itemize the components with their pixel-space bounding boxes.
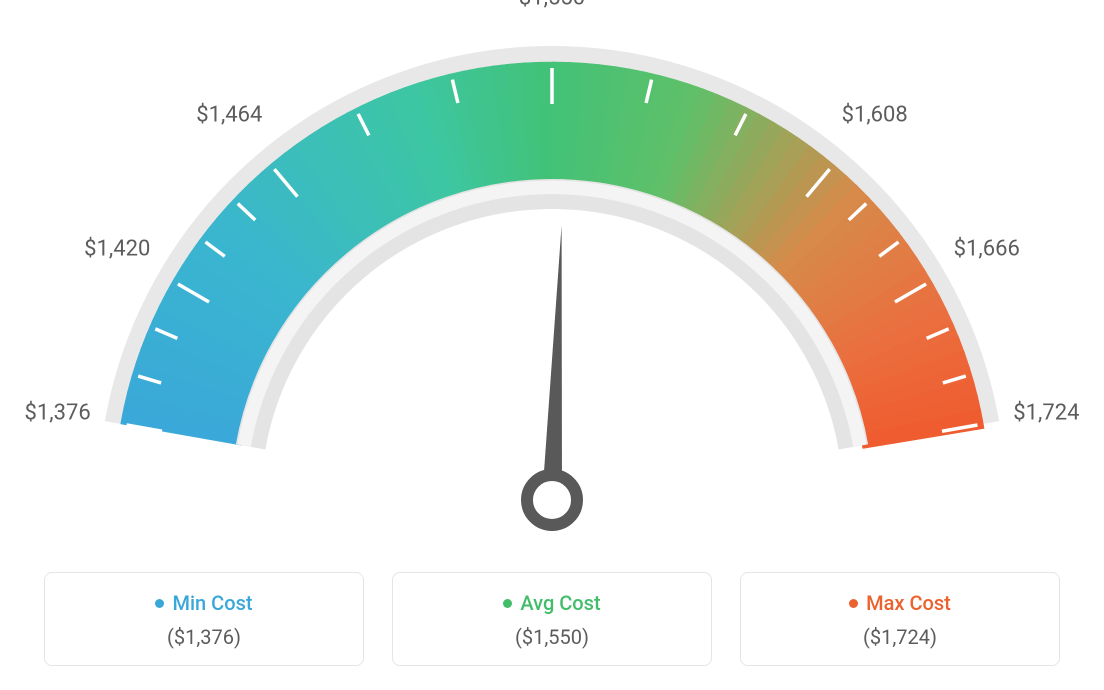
card-title: Avg Cost — [503, 591, 600, 615]
card-title: Max Cost — [849, 591, 951, 615]
gauge-tick-label: $1,550 — [519, 0, 585, 11]
card-title-text: Max Cost — [866, 591, 951, 615]
card-value: ($1,376) — [55, 625, 353, 649]
gauge-area: $1,376 $1,420 $1,464 $1,550 $1,608 $1,666 $1,7… — [0, 0, 1104, 540]
avg-cost-card: Avg Cost ($1,550) — [392, 572, 712, 666]
gauge-svg — [0, 0, 1104, 560]
gauge-tick-label: $1,420 — [84, 237, 150, 262]
card-value: ($1,724) — [751, 625, 1049, 649]
summary-cards: Min Cost ($1,376) Avg Cost ($1,550) Max … — [0, 572, 1104, 666]
card-value: ($1,550) — [403, 625, 701, 649]
dot-icon — [849, 599, 858, 608]
gauge-tick-label: $1,666 — [954, 237, 1020, 262]
gauge-tick-label: $1,608 — [842, 103, 908, 128]
dot-icon — [155, 599, 164, 608]
card-title-text: Avg Cost — [520, 591, 600, 615]
gauge-tick-label: $1,724 — [1013, 400, 1079, 425]
gauge-needle — [542, 225, 562, 500]
gauge-needle-hub — [527, 475, 577, 525]
max-cost-card: Max Cost ($1,724) — [740, 572, 1060, 666]
card-title-text: Min Cost — [172, 591, 252, 615]
cost-gauge-widget: $1,376 $1,420 $1,464 $1,550 $1,608 $1,666 $1,7… — [0, 0, 1104, 690]
dot-icon — [503, 599, 512, 608]
min-cost-card: Min Cost ($1,376) — [44, 572, 364, 666]
gauge-tick-label: $1,376 — [25, 400, 91, 425]
card-title: Min Cost — [155, 591, 252, 615]
gauge-tick-label: $1,464 — [196, 103, 262, 128]
